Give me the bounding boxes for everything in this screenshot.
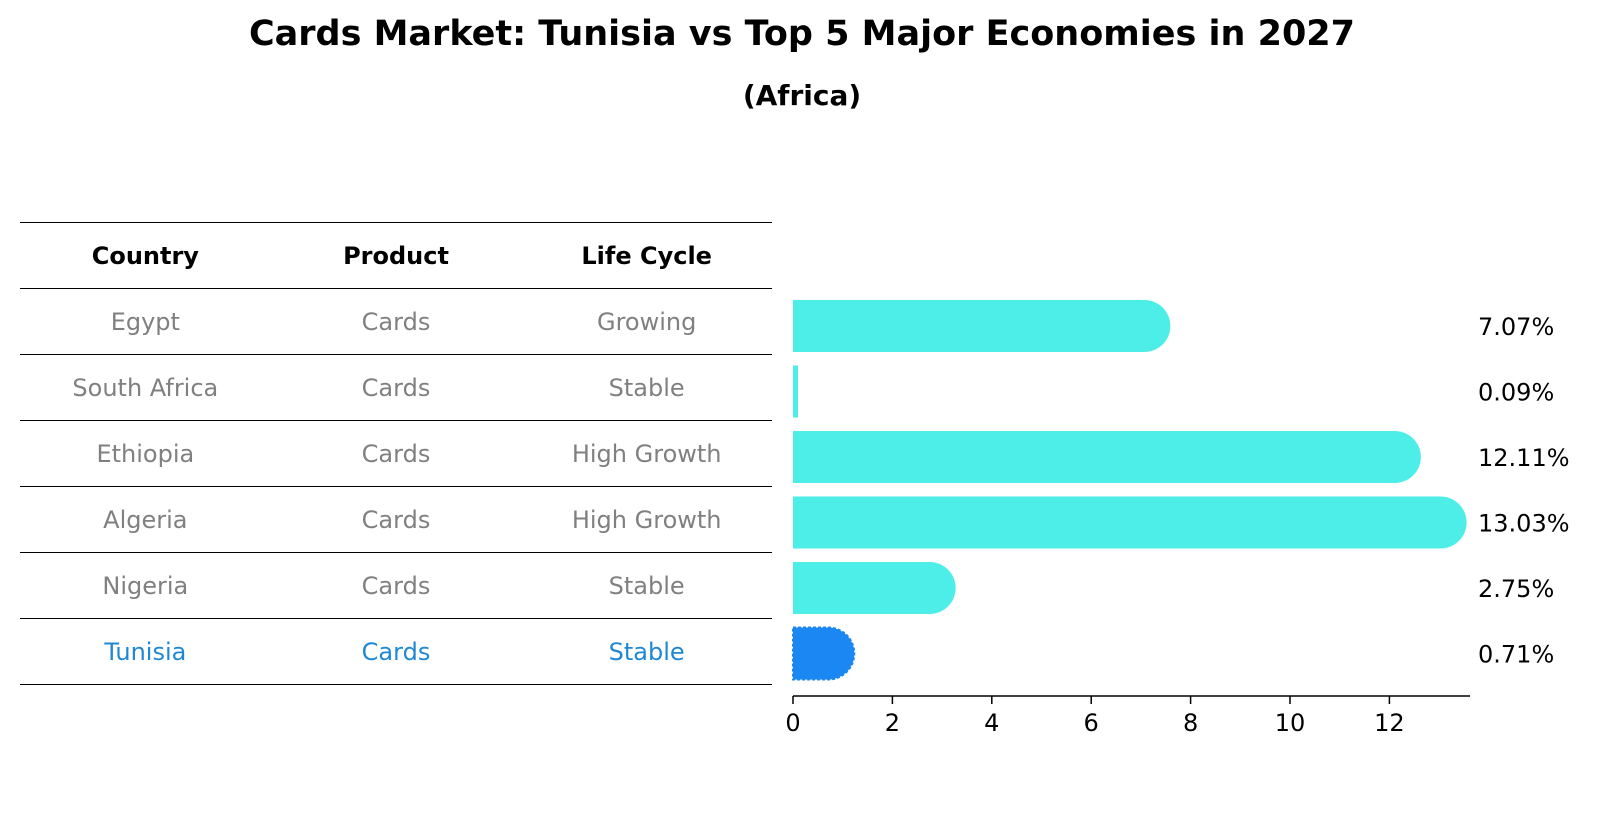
x-tick-label: 2 [885,709,900,737]
bar [793,496,1467,549]
x-tick-label: 4 [984,709,999,737]
table-row: Ethiopia Cards High Growth [20,420,772,486]
cell-life-cycle: Stable [608,571,685,600]
header-product: Product [343,241,449,270]
cell-country: South Africa [72,373,219,402]
x-tick-label: 10 [1275,709,1306,737]
x-tick-label: 0 [785,709,800,737]
header-life-cycle: Life Cycle [581,241,712,270]
cell-life-cycle: Stable [608,637,685,666]
cell-country: Ethiopia [96,439,195,468]
table-row: Algeria Cards High Growth [20,486,772,552]
chart-title: Cards Market: Tunisia vs Top 5 Major Eco… [248,14,1356,54]
bar [793,562,956,614]
x-tick-label: 12 [1374,709,1405,737]
chart-subtitle: (Africa) [742,79,862,112]
table-row: Nigeria Cards Stable [20,552,772,618]
x-tick-label: 8 [1183,709,1198,737]
header-country: Country [91,241,199,270]
cell-product: Cards [361,439,431,468]
bar-value-label: 0.09% [1478,379,1554,407]
cell-life-cycle: High Growth [571,505,722,534]
cell-life-cycle: Growing [596,307,697,336]
bar-value-label: 13.03% [1478,510,1570,538]
cell-product: Cards [361,571,431,600]
cell-country: Algeria [103,505,188,534]
bar-value-label: 2.75% [1478,575,1554,603]
cell-product: Cards [361,505,431,534]
table-row-highlight: Tunisia Cards Stable [20,618,772,685]
bar-value-label: 12.11% [1478,444,1570,472]
cell-country: Tunisia [104,637,187,666]
bar [793,365,798,418]
table-row: Egypt Cards Growing [20,288,772,354]
cell-life-cycle: Stable [608,373,685,402]
cell-country: Nigeria [102,571,189,600]
table-header-row: Country Product Life Cycle [20,222,772,288]
cell-product: Cards [361,373,431,402]
bar-value-label: 7.07% [1478,313,1554,341]
cell-life-cycle: High Growth [571,439,722,468]
table-row: South Africa Cards Stable [20,354,772,420]
bar [793,300,1171,352]
cell-country: Egypt [110,307,180,336]
x-tick-label: 6 [1084,709,1099,737]
comparison-table: Country Product Life Cycle Egypt Cards G… [20,222,772,685]
bar [792,626,856,681]
bar-value-label: 0.71% [1478,641,1554,669]
bar [793,431,1421,483]
cell-product: Cards [361,307,431,336]
cell-product: Cards [361,637,431,666]
